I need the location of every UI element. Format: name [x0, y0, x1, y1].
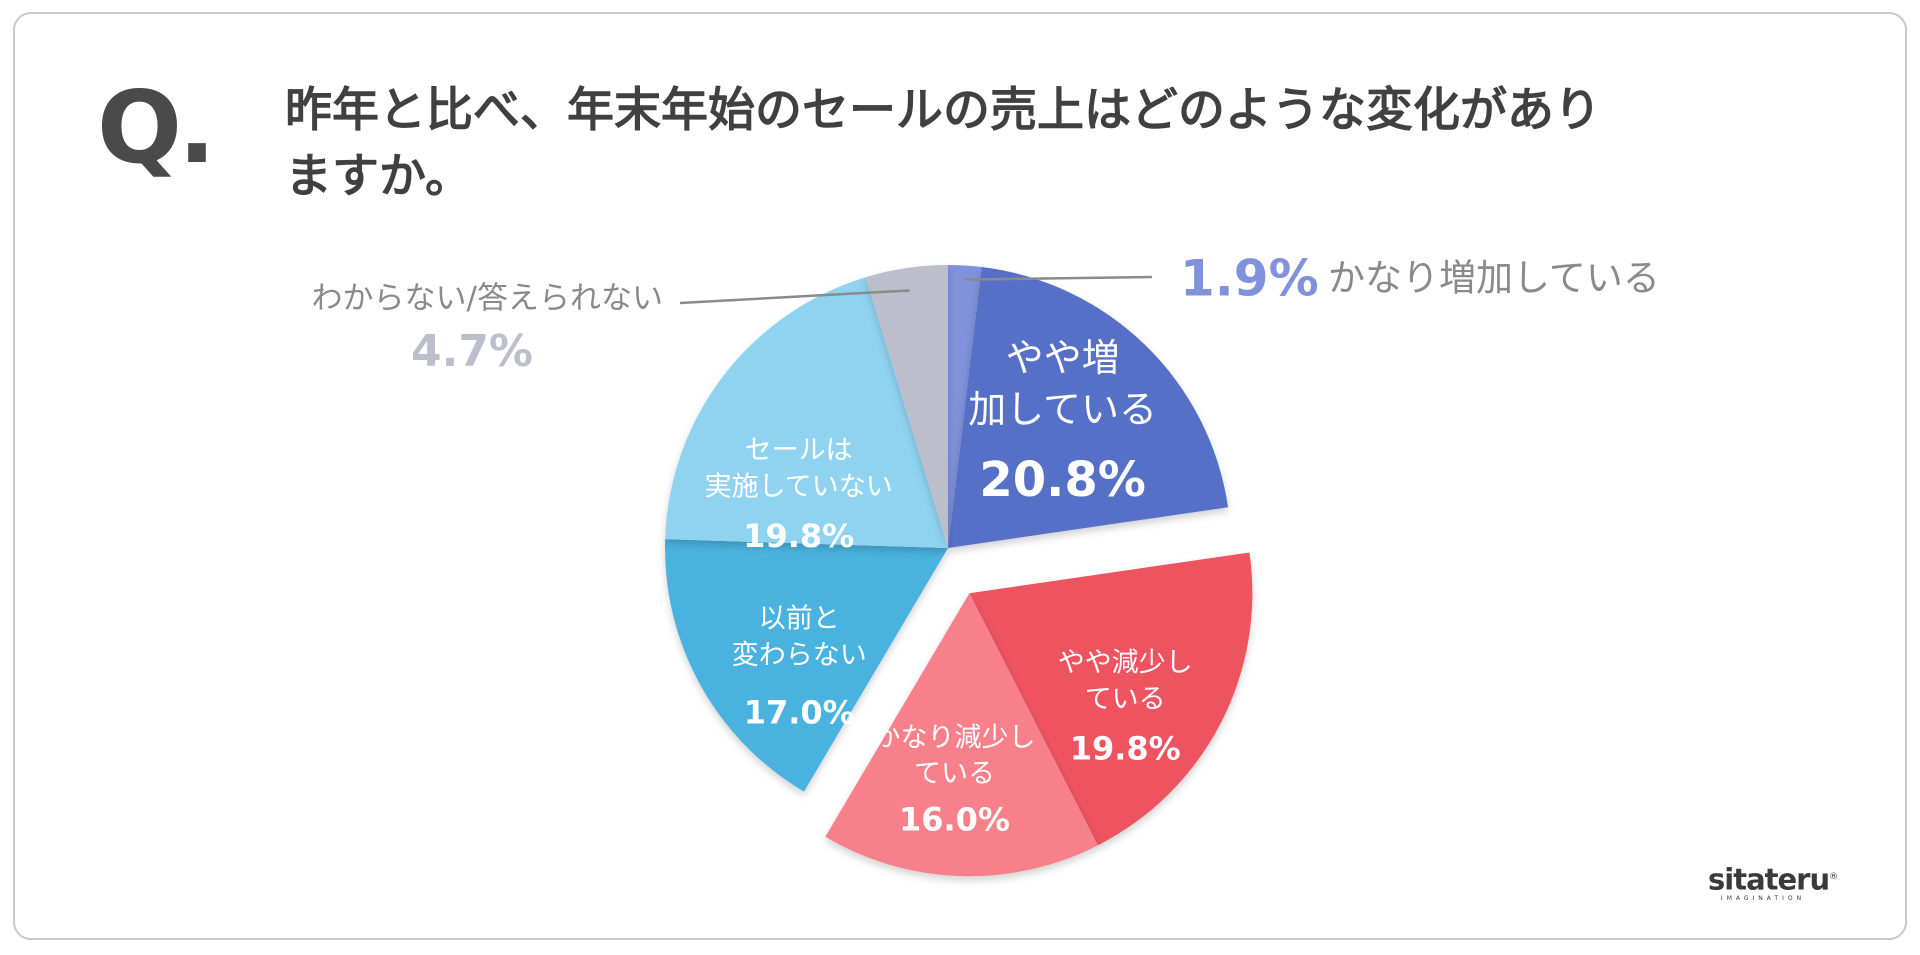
question-text: 昨年と比べ、年末年始のセールの売上はどのような変化がありますか。 [285, 83, 1601, 204]
slice-label: 実施していない [705, 471, 893, 502]
slice-label: 変わらない [732, 640, 867, 671]
slice-percent: 19.8% [1070, 730, 1181, 768]
slice-label: ている [1085, 684, 1166, 715]
pie-slices [665, 265, 1253, 877]
pie-slice [825, 593, 1098, 877]
logo-registered: ® [1829, 872, 1838, 882]
pie-slice [865, 265, 948, 548]
slice-label: かなり増加している [1328, 257, 1660, 300]
slice-label: 加している [968, 387, 1157, 431]
slice-label: セールは [745, 435, 853, 466]
pie-slice [969, 552, 1253, 846]
pie-slice [665, 539, 948, 792]
slice-label: やや減少し [1058, 647, 1193, 678]
slice-percent: 19.8% [743, 517, 854, 555]
question-mark: Q. [97, 69, 216, 186]
sitateru-logo: sitateru® IMAGINATION [1708, 862, 1838, 903]
slice-percent: 1.9% [1180, 250, 1319, 308]
pie-slice [665, 277, 948, 548]
slice-percent: 4.7% [411, 326, 533, 377]
pie-slice [948, 265, 982, 548]
slice-label: わからない/答えられない [312, 281, 663, 317]
slice-percent: 20.8% [979, 452, 1146, 508]
pie-slice [948, 267, 1229, 548]
slice-percent: 16.0% [899, 801, 1010, 839]
leader-line [679, 289, 910, 305]
slice-percent: 17.0% [744, 694, 855, 732]
logo-tagline: IMAGINATION [1720, 894, 1806, 902]
slice-label: かなり減少し [873, 722, 1035, 753]
logo-name: sitateru [1708, 862, 1830, 897]
slice-label: ている [914, 759, 995, 790]
leader-line [964, 275, 1153, 281]
slice-label: 以前と [759, 603, 840, 634]
slice-label: やや増 [1006, 336, 1120, 380]
